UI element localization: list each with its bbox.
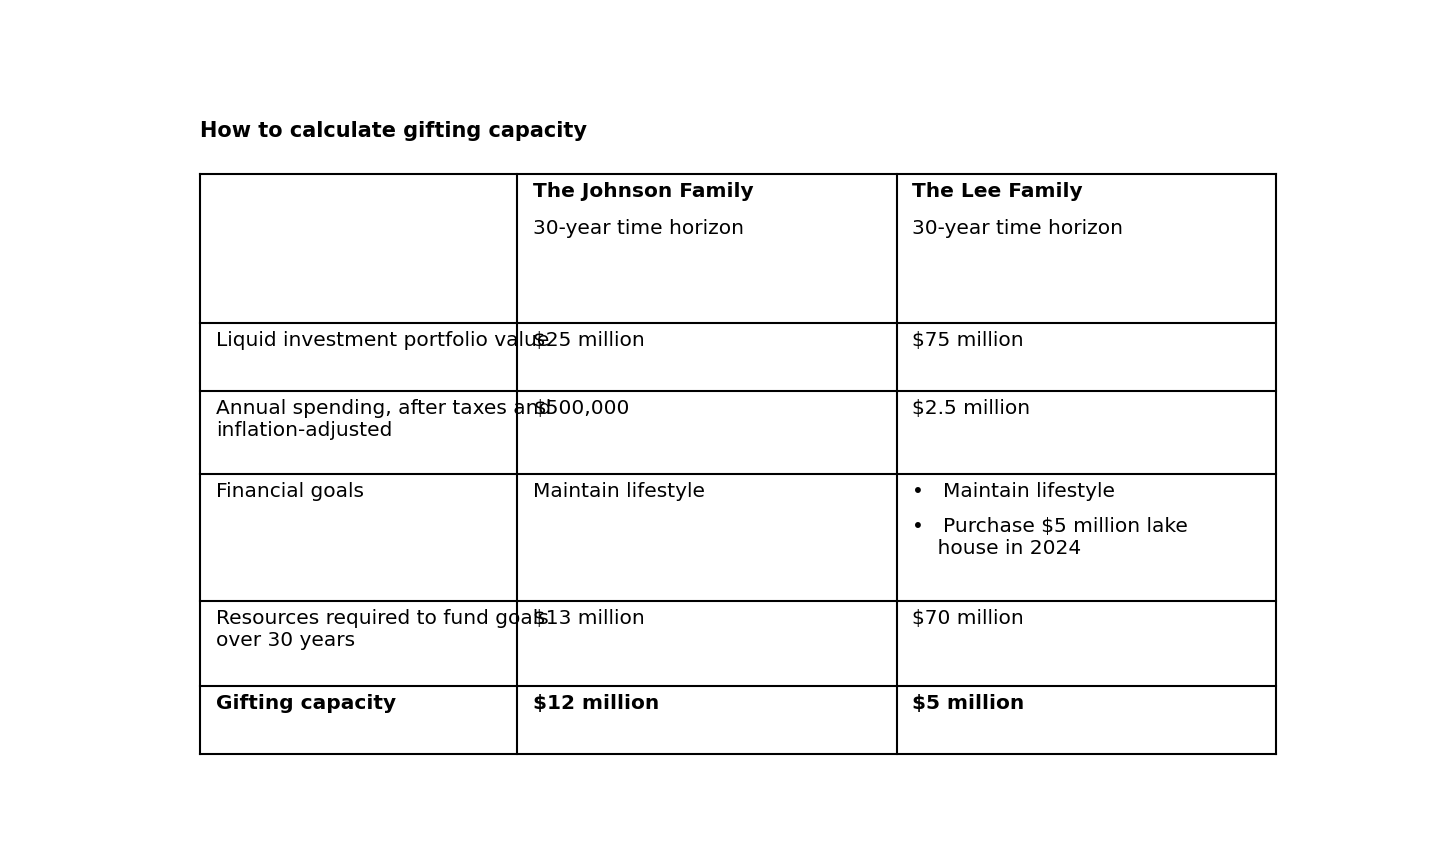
Text: $70 million: $70 million [913, 609, 1024, 628]
Text: $2.5 million: $2.5 million [913, 399, 1031, 418]
Text: $25 million: $25 million [533, 331, 645, 350]
Text: Maintain lifestyle: Maintain lifestyle [533, 481, 706, 501]
Text: $500,000: $500,000 [533, 399, 629, 418]
Text: Resources required to fund goals
over 30 years: Resources required to fund goals over 30… [216, 609, 549, 650]
Text: $75 million: $75 million [913, 331, 1024, 350]
Text: Liquid investment portfolio value: Liquid investment portfolio value [216, 331, 549, 350]
Text: •   Maintain lifestyle: • Maintain lifestyle [913, 481, 1116, 501]
Text: The Johnson Family: The Johnson Family [533, 182, 753, 201]
Text: •   Purchase $5 million lake
    house in 2024: • Purchase $5 million lake house in 2024 [913, 516, 1188, 558]
Text: How to calculate gifting capacity: How to calculate gifting capacity [200, 120, 588, 140]
Text: Financial goals: Financial goals [216, 481, 364, 501]
Text: Gifting capacity: Gifting capacity [216, 695, 396, 714]
Text: $13 million: $13 million [533, 609, 645, 628]
Text: 30-year time horizon: 30-year time horizon [913, 218, 1123, 237]
Text: Annual spending, after taxes and
inflation-adjusted: Annual spending, after taxes and inflati… [216, 399, 552, 441]
Text: $5 million: $5 million [913, 695, 1024, 714]
Text: $12 million: $12 million [533, 695, 660, 714]
Text: 30-year time horizon: 30-year time horizon [533, 218, 744, 237]
Text: The Lee Family: The Lee Family [913, 182, 1083, 201]
